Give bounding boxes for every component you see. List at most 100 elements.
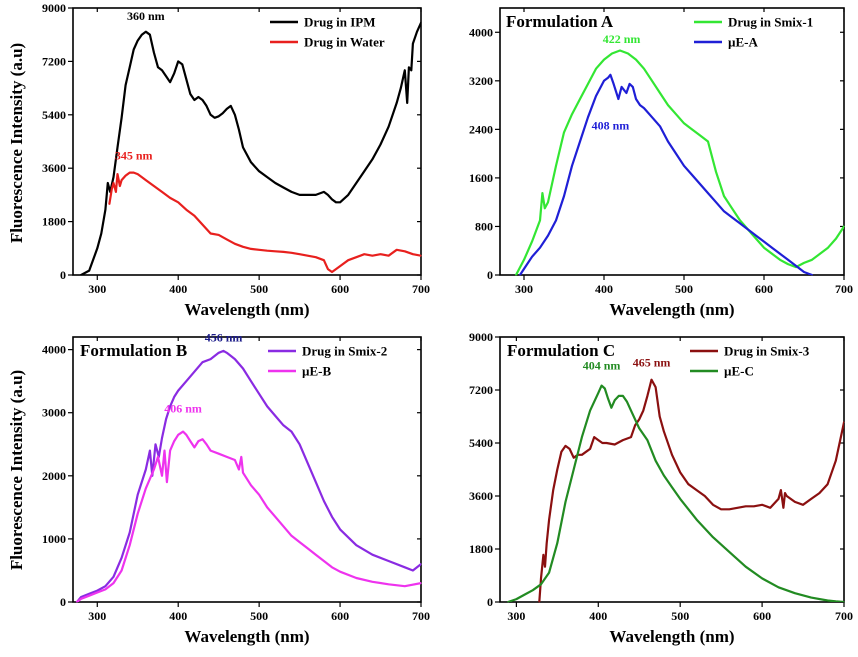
- data-point: [234, 459, 236, 461]
- data-point: [635, 59, 637, 61]
- data-point: [619, 49, 621, 52]
- data-point: [747, 228, 749, 231]
- data-point: [671, 454, 673, 456]
- data-point: [769, 507, 771, 509]
- peak-annotation: 406 nm: [164, 402, 202, 416]
- data-point: [699, 183, 701, 185]
- data-point: [626, 401, 628, 403]
- x-tick-label: 700: [412, 609, 430, 623]
- x-tick-label: 500: [250, 609, 268, 623]
- data-point: [157, 456, 159, 458]
- data-point: [420, 22, 422, 24]
- data-point: [282, 424, 284, 426]
- data-point: [629, 83, 631, 85]
- data-point: [687, 483, 690, 485]
- chart-panels: 300 400 500 600 700 0 1800 3600 5400 7200 9000 Wave…: [42, 1, 853, 646]
- data-point: [169, 81, 171, 83]
- data-point: [185, 380, 187, 382]
- data-point: [193, 446, 195, 448]
- data-point: [712, 536, 714, 538]
- data-point: [149, 450, 151, 452]
- data-point: [607, 77, 609, 79]
- data-point: [715, 171, 717, 173]
- peak-annotation: 360 nm: [127, 9, 165, 23]
- data-point: [242, 246, 244, 248]
- data-point: [564, 501, 567, 503]
- data-point: [786, 495, 788, 497]
- data-point: [563, 131, 565, 133]
- data-point: [274, 250, 276, 252]
- data-point: [556, 468, 558, 471]
- data-point: [242, 146, 244, 148]
- data-point: [523, 268, 525, 270]
- data-point: [205, 105, 208, 107]
- data-point: [226, 238, 228, 240]
- data-point: [137, 513, 139, 515]
- data-point: [323, 259, 325, 261]
- data-point: [563, 195, 565, 197]
- peak-annotation: 408 nm: [592, 118, 630, 132]
- data-point: [609, 74, 612, 76]
- data-point: [388, 255, 390, 257]
- legend-entry: Drug in Smix-3: [724, 344, 810, 359]
- data-point: [611, 52, 613, 55]
- data-point: [234, 358, 236, 360]
- data-point: [355, 544, 357, 546]
- data-point: [153, 185, 155, 187]
- data-point: [116, 173, 119, 175]
- y-tick-label: 9000: [469, 330, 493, 344]
- data-point: [76, 601, 78, 603]
- data-point: [755, 235, 757, 237]
- data-point: [707, 140, 709, 143]
- data-point: [363, 170, 365, 172]
- data-point: [205, 443, 208, 445]
- data-point: [827, 599, 829, 602]
- data-point: [548, 519, 550, 521]
- x-tick-label: 300: [507, 609, 525, 623]
- data-point: [169, 450, 171, 452]
- data-point: [634, 424, 636, 426]
- data-point: [810, 597, 812, 599]
- data-point: [141, 176, 143, 178]
- data-point: [116, 146, 119, 148]
- data-point: [555, 219, 557, 221]
- data-point: [250, 248, 252, 250]
- data-point: [589, 448, 591, 450]
- data-point: [222, 112, 224, 114]
- data-point: [347, 194, 349, 196]
- data-point: [137, 173, 139, 175]
- data-point: [571, 165, 573, 167]
- data-point: [597, 439, 599, 441]
- data-point: [165, 418, 167, 420]
- data-point: [699, 134, 701, 136]
- data-point: [335, 268, 337, 270]
- panel-title: Formulation B: [80, 341, 187, 360]
- data-point: [777, 586, 780, 588]
- data-point: [218, 352, 220, 354]
- data-point: [161, 475, 163, 477]
- data-point: [784, 492, 786, 494]
- data-point: [696, 489, 698, 491]
- data-point: [763, 241, 765, 243]
- data-point: [299, 253, 301, 255]
- data-point: [755, 238, 757, 240]
- series-line-1: [75, 349, 421, 602]
- peak-annotation: 456 nm: [205, 330, 243, 344]
- data-point: [331, 516, 333, 518]
- data-point: [396, 249, 398, 251]
- data-point: [540, 577, 542, 580]
- data-point: [625, 92, 628, 94]
- plot-frame: [72, 7, 422, 276]
- data-point: [818, 492, 821, 494]
- data-point: [736, 507, 739, 509]
- data-point: [761, 577, 763, 580]
- data-point: [137, 40, 139, 42]
- data-point: [266, 405, 268, 407]
- x-tick-label: 600: [331, 609, 349, 623]
- y-tick-label: 0: [487, 595, 493, 609]
- data-point: [335, 201, 337, 203]
- data-point: [290, 431, 293, 433]
- data-point: [100, 232, 102, 235]
- data-point: [230, 105, 232, 107]
